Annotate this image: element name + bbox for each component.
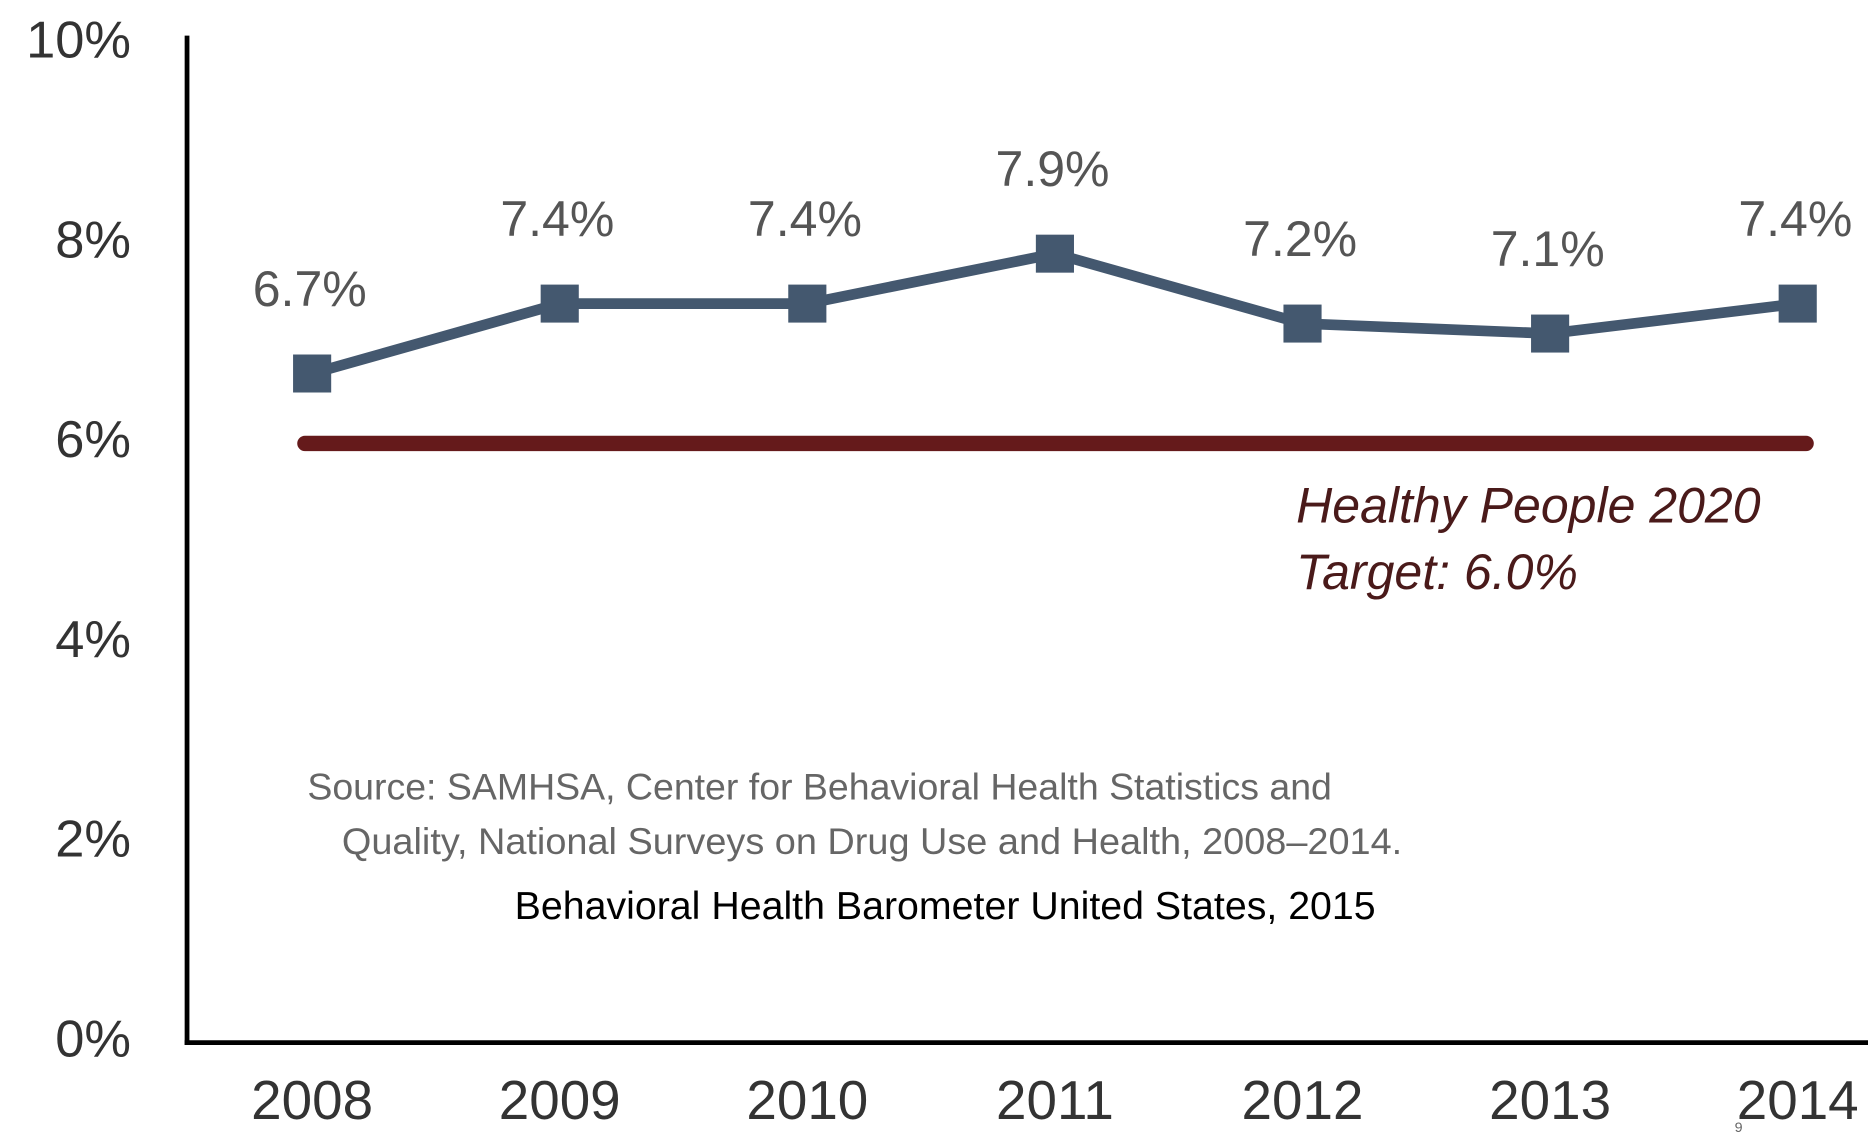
point-marker [1035, 234, 1074, 273]
point-marker [293, 354, 332, 393]
x-tick-label: 2014 [1737, 1069, 1859, 1131]
point-marker [1283, 304, 1322, 343]
x-tick-label: 2012 [1242, 1069, 1364, 1131]
value-label: 6.7% [253, 261, 367, 317]
y-tick-label: 6% [55, 411, 131, 469]
value-label: 7.4% [1738, 191, 1852, 247]
point-marker [1531, 314, 1570, 353]
value-label: 7.9% [996, 141, 1110, 197]
x-tick-label: 2009 [499, 1069, 621, 1131]
y-tick-label: 4% [55, 611, 131, 669]
value-label: 7.1% [1491, 221, 1605, 277]
point-marker [1778, 284, 1817, 323]
source-line: Source: SAMHSA, Center for Behavioral He… [307, 766, 1332, 807]
y-tick-label: 10% [26, 12, 131, 70]
target-label: Target: 6.0% [1296, 544, 1578, 600]
page-number: 9 [1735, 1120, 1743, 1136]
x-tick-label: 2008 [251, 1069, 373, 1131]
x-tick-label: 2011 [996, 1069, 1114, 1131]
x-tick-label: 2013 [1489, 1069, 1611, 1131]
y-tick-label: 8% [55, 212, 131, 270]
caption: Behavioral Health Barometer United State… [515, 884, 1376, 928]
value-label: 7.4% [748, 191, 862, 247]
point-marker [540, 284, 579, 323]
x-tick-label: 2010 [746, 1069, 868, 1131]
value-label: 7.4% [500, 191, 614, 247]
value-label: 7.2% [1243, 211, 1357, 267]
point-marker [788, 284, 827, 323]
y-tick-label: 0% [55, 1011, 131, 1069]
target-label: Healthy People 2020 [1296, 478, 1761, 534]
y-tick-label: 2% [55, 811, 131, 869]
source-line: Quality, National Surveys on Drug Use an… [342, 821, 1402, 862]
